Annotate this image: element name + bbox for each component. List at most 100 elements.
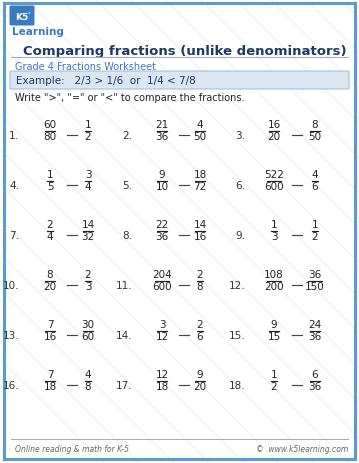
Text: 2.: 2. bbox=[122, 131, 132, 141]
Text: ©  www.k5learning.com: © www.k5learning.com bbox=[256, 444, 348, 454]
Text: 72: 72 bbox=[194, 181, 207, 192]
Text: 6: 6 bbox=[312, 369, 318, 379]
Text: 16: 16 bbox=[267, 120, 281, 130]
Text: Online reading & math for K-5: Online reading & math for K-5 bbox=[15, 444, 129, 454]
Text: K5: K5 bbox=[15, 13, 29, 21]
Text: 7: 7 bbox=[47, 369, 53, 379]
Text: 24: 24 bbox=[308, 319, 322, 329]
Text: 4: 4 bbox=[47, 232, 53, 242]
Text: ✶: ✶ bbox=[27, 11, 31, 15]
Text: 3: 3 bbox=[85, 169, 91, 180]
Text: 2: 2 bbox=[312, 232, 318, 242]
Text: 50: 50 bbox=[308, 131, 322, 142]
FancyBboxPatch shape bbox=[9, 6, 34, 26]
Text: 8.: 8. bbox=[122, 231, 132, 240]
Text: 36: 36 bbox=[155, 131, 169, 142]
Text: 2: 2 bbox=[197, 319, 203, 329]
Text: 4: 4 bbox=[85, 369, 91, 379]
Text: 1: 1 bbox=[271, 369, 277, 379]
Text: 9.: 9. bbox=[235, 231, 245, 240]
Text: 4.: 4. bbox=[9, 181, 19, 191]
Text: 2: 2 bbox=[85, 269, 91, 279]
Text: 8: 8 bbox=[312, 120, 318, 130]
Text: 150: 150 bbox=[305, 282, 325, 291]
Text: 7: 7 bbox=[47, 319, 53, 329]
Text: 200: 200 bbox=[264, 282, 284, 291]
Text: 12: 12 bbox=[155, 332, 169, 341]
Text: 18: 18 bbox=[194, 169, 207, 180]
Text: 13.: 13. bbox=[3, 330, 19, 340]
Text: Comparing fractions (unlike denominators): Comparing fractions (unlike denominators… bbox=[23, 45, 347, 58]
Text: 3: 3 bbox=[85, 282, 91, 291]
Text: 14: 14 bbox=[194, 219, 207, 230]
Text: 3: 3 bbox=[271, 232, 277, 242]
Text: 7.: 7. bbox=[9, 231, 19, 240]
Text: 600: 600 bbox=[152, 282, 172, 291]
Text: 6: 6 bbox=[197, 332, 203, 341]
Text: 522: 522 bbox=[264, 169, 284, 180]
Text: 3: 3 bbox=[159, 319, 165, 329]
Text: 15: 15 bbox=[267, 332, 281, 341]
Text: 32: 32 bbox=[81, 232, 95, 242]
Text: 36: 36 bbox=[308, 381, 322, 391]
Text: 8: 8 bbox=[47, 269, 53, 279]
Text: 18: 18 bbox=[43, 381, 57, 391]
Text: 8: 8 bbox=[85, 381, 91, 391]
Text: 14.: 14. bbox=[115, 330, 132, 340]
Text: 4: 4 bbox=[197, 120, 203, 130]
Text: 204: 204 bbox=[152, 269, 172, 279]
Text: 17.: 17. bbox=[115, 380, 132, 390]
Text: 50: 50 bbox=[194, 131, 206, 142]
Text: 10.: 10. bbox=[3, 281, 19, 290]
Text: 1: 1 bbox=[47, 169, 53, 180]
Text: 21: 21 bbox=[155, 120, 169, 130]
Text: 60: 60 bbox=[43, 120, 57, 130]
Text: 1.: 1. bbox=[9, 131, 19, 141]
Text: 60: 60 bbox=[81, 332, 94, 341]
Text: 16: 16 bbox=[43, 332, 57, 341]
FancyBboxPatch shape bbox=[10, 72, 349, 90]
Text: 6: 6 bbox=[312, 181, 318, 192]
Text: 16: 16 bbox=[194, 232, 207, 242]
Text: 1: 1 bbox=[312, 219, 318, 230]
Text: Write ">", "=" or "<" to compare the fractions.: Write ">", "=" or "<" to compare the fra… bbox=[15, 93, 244, 103]
Text: 20: 20 bbox=[267, 131, 281, 142]
Text: 11.: 11. bbox=[115, 281, 132, 290]
Text: 4: 4 bbox=[85, 181, 91, 192]
Text: 9: 9 bbox=[197, 369, 203, 379]
Text: 10: 10 bbox=[155, 181, 169, 192]
Text: 15.: 15. bbox=[228, 330, 245, 340]
Text: 14: 14 bbox=[81, 219, 95, 230]
Text: 5.: 5. bbox=[122, 181, 132, 191]
Text: 12: 12 bbox=[155, 369, 169, 379]
Text: 5: 5 bbox=[47, 181, 53, 192]
Text: 36: 36 bbox=[308, 332, 322, 341]
Text: 108: 108 bbox=[264, 269, 284, 279]
Text: 600: 600 bbox=[264, 181, 284, 192]
Text: 20: 20 bbox=[43, 282, 57, 291]
Text: 2: 2 bbox=[47, 219, 53, 230]
Text: 2: 2 bbox=[197, 269, 203, 279]
Text: 9: 9 bbox=[271, 319, 277, 329]
Text: 2: 2 bbox=[85, 131, 91, 142]
Text: 1: 1 bbox=[271, 219, 277, 230]
Text: 80: 80 bbox=[43, 131, 57, 142]
Text: 36: 36 bbox=[155, 232, 169, 242]
Text: 36: 36 bbox=[308, 269, 322, 279]
Text: 12.: 12. bbox=[228, 281, 245, 290]
Text: 22: 22 bbox=[155, 219, 169, 230]
Text: 18.: 18. bbox=[228, 380, 245, 390]
Text: 6.: 6. bbox=[235, 181, 245, 191]
Text: Example:   2/3 > 1/6  or  1/4 < 7/8: Example: 2/3 > 1/6 or 1/4 < 7/8 bbox=[16, 76, 196, 86]
Text: 4: 4 bbox=[312, 169, 318, 180]
Text: 30: 30 bbox=[81, 319, 94, 329]
Text: 2: 2 bbox=[271, 381, 277, 391]
Text: Learning: Learning bbox=[12, 27, 64, 37]
Text: 9: 9 bbox=[159, 169, 165, 180]
Text: Grade 4 Fractions Worksheet: Grade 4 Fractions Worksheet bbox=[15, 62, 156, 72]
Text: 3.: 3. bbox=[235, 131, 245, 141]
Text: 1: 1 bbox=[85, 120, 91, 130]
Text: 20: 20 bbox=[194, 381, 206, 391]
Text: 16.: 16. bbox=[3, 380, 19, 390]
Text: 8: 8 bbox=[197, 282, 203, 291]
